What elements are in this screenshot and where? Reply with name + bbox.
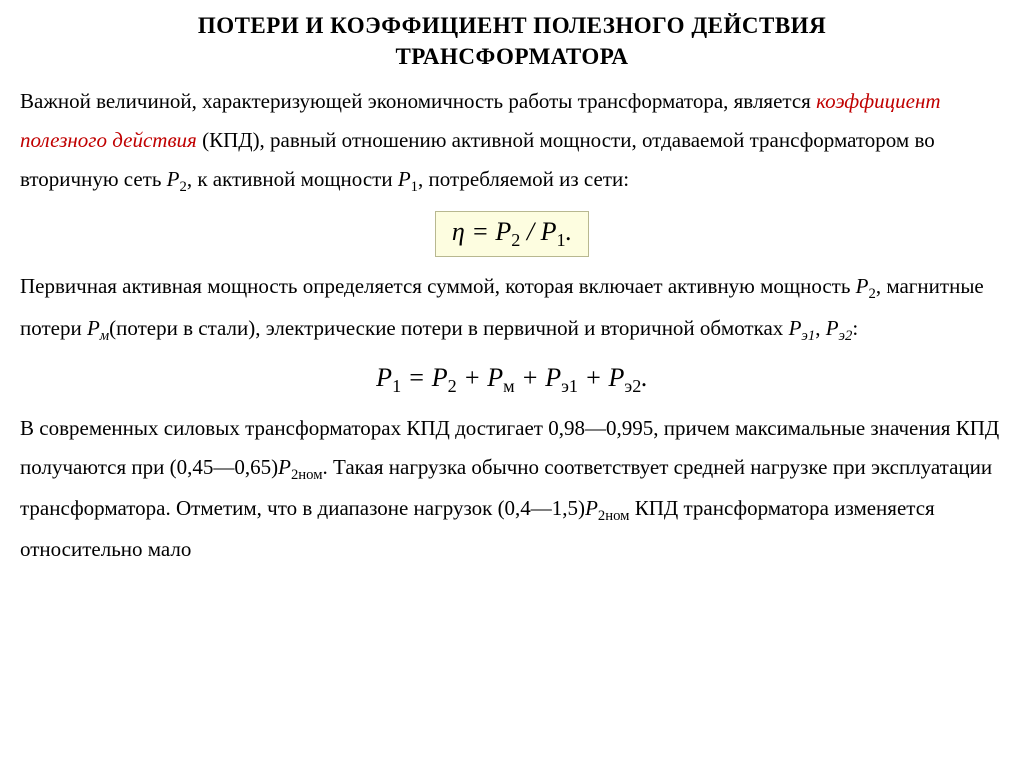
f1-s1: 1 bbox=[556, 230, 565, 250]
formula-2-wrap: P1 = P2 + Pм + Pэ1 + Pэ2. bbox=[20, 360, 1004, 399]
p2-sym-p2: P bbox=[856, 274, 869, 298]
p1-sym-p1: P bbox=[398, 167, 411, 191]
formula-eta: η = P2 / P1. bbox=[435, 211, 589, 257]
paragraph-1: Важной величиной, характеризующей эконом… bbox=[20, 82, 1004, 201]
f2-s1: 1 bbox=[392, 376, 401, 396]
p3-sub2: 2ном bbox=[598, 508, 630, 524]
formula-1-wrap: η = P2 / P1. bbox=[20, 211, 1004, 257]
f2-p-a: P bbox=[376, 363, 392, 392]
p2-text-3: (потери в стали), электрические потери в… bbox=[109, 316, 788, 340]
title-line-2: ТРАНСФОРМАТОРА bbox=[395, 44, 628, 69]
title-line-1: ПОТЕРИ И КОЭФФИЦИЕНТ ПОЛЕЗНОГО ДЕЙСТВИЯ bbox=[198, 13, 826, 38]
f2-p-b: P bbox=[432, 363, 448, 392]
f2-se2: э2 bbox=[624, 376, 641, 396]
f1-p-b: P bbox=[541, 217, 557, 246]
p1-text-3: , к активной мощности bbox=[187, 167, 398, 191]
p2-sub-p2: 2 bbox=[869, 286, 876, 302]
f2-p-d: P bbox=[545, 363, 561, 392]
f2-s2: 2 bbox=[448, 376, 457, 396]
page-title: ПОТЕРИ И КОЭФФИЦИЕНТ ПОЛЕЗНОГО ДЕЙСТВИЯ … bbox=[20, 10, 1004, 72]
p1-text-4: , потребляемой из сети: bbox=[418, 167, 629, 191]
f1-s2: 2 bbox=[511, 230, 520, 250]
p1-text-1: Важной величиной, характеризующей эконом… bbox=[20, 89, 816, 113]
p2-sub-pe2: э2 bbox=[839, 328, 853, 344]
p2-text-1: Первичная активная мощность определяется… bbox=[20, 274, 856, 298]
p3-sub: 2ном bbox=[291, 467, 323, 483]
p3-sym: P bbox=[278, 455, 291, 479]
p2-comma: , bbox=[815, 316, 826, 340]
f2-plus-3: + bbox=[578, 363, 609, 392]
f1-p-a: P bbox=[495, 217, 511, 246]
f1-eq: = bbox=[465, 217, 496, 246]
f2-dot: . bbox=[641, 363, 648, 392]
f2-sm: м bbox=[503, 376, 515, 396]
p2-sym-pm: P bbox=[87, 316, 100, 340]
f2-eq: = bbox=[401, 363, 432, 392]
f2-p-c: P bbox=[487, 363, 503, 392]
formula-p1: P1 = P2 + Pм + Pэ1 + Pэ2. bbox=[376, 362, 648, 398]
f1-dot: . bbox=[566, 217, 573, 246]
f2-se1: э1 bbox=[561, 376, 578, 396]
f2-plus-1: + bbox=[457, 363, 488, 392]
p2-colon: : bbox=[852, 316, 858, 340]
p1-sym-p2: P bbox=[167, 167, 180, 191]
p2-sub-pe1: э1 bbox=[801, 328, 815, 344]
f1-eta: η bbox=[452, 217, 465, 246]
f1-slash: / bbox=[520, 217, 540, 246]
p2-sym-pe1: P bbox=[789, 316, 802, 340]
p1-sub-p2: 2 bbox=[180, 179, 187, 195]
paragraph-2: Первичная активная мощность определяется… bbox=[20, 267, 1004, 350]
p1-sub-p1: 1 bbox=[411, 179, 418, 195]
f2-p-e: P bbox=[609, 363, 625, 392]
p2-sub-pm: м bbox=[100, 328, 109, 344]
p3-sym2: P bbox=[585, 496, 598, 520]
paragraph-3: В современных силовых трансформаторах КП… bbox=[20, 409, 1004, 569]
f2-plus-2: + bbox=[515, 363, 546, 392]
p2-sym-pe2: P bbox=[826, 316, 839, 340]
